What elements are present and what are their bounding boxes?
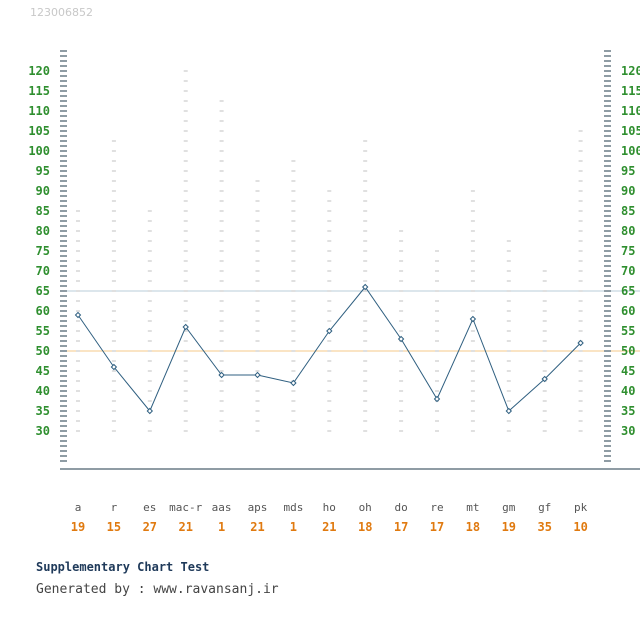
- category-label-r: r: [111, 501, 118, 514]
- y-tick-label-left: 55: [36, 324, 50, 338]
- y-tick-label-right: 35: [621, 404, 635, 418]
- y-tick-label-right: 45: [621, 364, 635, 378]
- y-tick-label-right: 40: [621, 384, 635, 398]
- y-tick-label-left: 80: [36, 224, 50, 238]
- count-label-gf: 35: [537, 520, 551, 534]
- count-label-oh: 18: [358, 520, 372, 534]
- y-tick-label-right: 105: [621, 124, 640, 138]
- y-tick-label-right: 70: [621, 264, 635, 278]
- data-point-es: [146, 407, 154, 415]
- count-label-mt: 18: [466, 520, 480, 534]
- count-label-a: 19: [71, 520, 85, 534]
- data-point-a: [74, 311, 82, 319]
- y-tick-label-right: 95: [621, 164, 635, 178]
- y-tick-label-left: 100: [28, 144, 50, 158]
- category-label-mac-r: mac-r: [169, 501, 202, 514]
- series-line-group: [74, 283, 584, 415]
- footer-title: Supplementary Chart Test: [36, 560, 209, 574]
- category-label-aps: aps: [248, 501, 268, 514]
- y-tick-label-left: 60: [36, 304, 50, 318]
- count-label-do: 17: [394, 520, 408, 534]
- data-point-re: [433, 395, 441, 403]
- data-point-mac-r: [182, 323, 189, 331]
- series-line: [77, 286, 581, 412]
- column-dash-ticks: [76, 70, 583, 432]
- y-tick-label-left: 110: [28, 104, 50, 118]
- y-tick-label-left: 45: [36, 364, 50, 378]
- reference-lines: [60, 290, 640, 352]
- data-point-oh: [361, 283, 369, 291]
- y-tick-label-left: 70: [36, 264, 50, 278]
- count-label-aas: 1: [218, 520, 225, 534]
- y-tick-label-left: 30: [36, 424, 50, 438]
- footer-generated: Generated by : www.ravansanj.ir: [36, 582, 279, 597]
- data-point-gm: [505, 407, 513, 415]
- category-label-do: do: [394, 501, 407, 514]
- category-label-gf: gf: [538, 501, 551, 514]
- count-label-es: 27: [143, 520, 157, 534]
- y-tick-label-left: 85: [36, 204, 50, 218]
- y-tick-label-right: 85: [621, 204, 635, 218]
- y-tick-label-left: 95: [36, 164, 50, 178]
- category-label-re: re: [430, 501, 443, 514]
- category-label-ho: ho: [323, 501, 336, 514]
- y-tick-label-right: 50: [621, 344, 635, 358]
- count-label-mac-r: 21: [178, 520, 192, 534]
- data-point-pk: [577, 339, 584, 347]
- count-label-gm: 19: [502, 520, 516, 534]
- left-y-axis: 30 35 40 45 50 55 60 65 70 75 80 85 90 95 100 105 110 115…: [28, 50, 67, 462]
- y-tick-label-right: 100: [621, 144, 640, 158]
- data-point-mt: [469, 315, 477, 323]
- y-tick-label-right: 65: [621, 284, 635, 298]
- y-tick-label-left: 115: [28, 84, 50, 98]
- category-label-aas: aas: [212, 501, 232, 514]
- y-tick-label-left: 75: [36, 244, 50, 258]
- count-label-aps: 21: [250, 520, 264, 534]
- category-label-gm: gm: [502, 501, 516, 514]
- y-tick-label-left: 40: [36, 384, 50, 398]
- category-label-pk: pk: [574, 501, 588, 514]
- data-point-mds: [290, 379, 297, 387]
- data-point-ho: [326, 327, 333, 335]
- count-label-mds: 1: [290, 520, 297, 534]
- data-point-do: [397, 335, 405, 343]
- count-label-ho: 21: [322, 520, 336, 534]
- y-tick-label-left: 105: [28, 124, 50, 138]
- y-tick-label-right: 115: [621, 84, 640, 98]
- y-tick-label-right: 75: [621, 244, 635, 258]
- right-y-axis: 30 35 40 45 50 55 60 65 70 75 80 85 90 95 100 105 110 115…: [604, 50, 640, 462]
- y-tick-label-right: 110: [621, 104, 640, 118]
- category-label-es: es: [143, 501, 156, 514]
- data-point-aas: [218, 371, 225, 379]
- count-label-pk: 10: [573, 520, 587, 534]
- data-point-gf: [541, 375, 548, 383]
- data-point-aps: [254, 371, 261, 379]
- category-label-mt: mt: [466, 501, 479, 514]
- y-tick-label-right: 60: [621, 304, 635, 318]
- y-tick-label-right: 120: [621, 64, 640, 78]
- category-label-oh: oh: [359, 501, 372, 514]
- y-tick-label-right: 55: [621, 324, 635, 338]
- chart-id-label: 123006852: [30, 6, 93, 19]
- y-tick-label-left: 65: [36, 284, 50, 298]
- y-tick-label-left: 120: [28, 64, 50, 78]
- count-label-re: 17: [430, 520, 444, 534]
- count-label-r: 15: [107, 520, 121, 534]
- count-labels: 19 15 27 21 1 21 1 21 18 17 17 18 19 35 10: [71, 520, 588, 534]
- category-labels: a r es mac-r aas aps mds ho oh do re mt gm gf pk: [75, 501, 588, 514]
- category-label-mds: mds: [283, 501, 303, 514]
- data-point-r: [110, 363, 118, 371]
- y-tick-label-right: 80: [621, 224, 635, 238]
- y-tick-label-left: 90: [36, 184, 50, 198]
- category-label-a: a: [75, 501, 82, 514]
- y-tick-label-left: 35: [36, 404, 50, 418]
- y-tick-label-right: 90: [621, 184, 635, 198]
- y-tick-label-right: 30: [621, 424, 635, 438]
- y-tick-label-left: 50: [36, 344, 50, 358]
